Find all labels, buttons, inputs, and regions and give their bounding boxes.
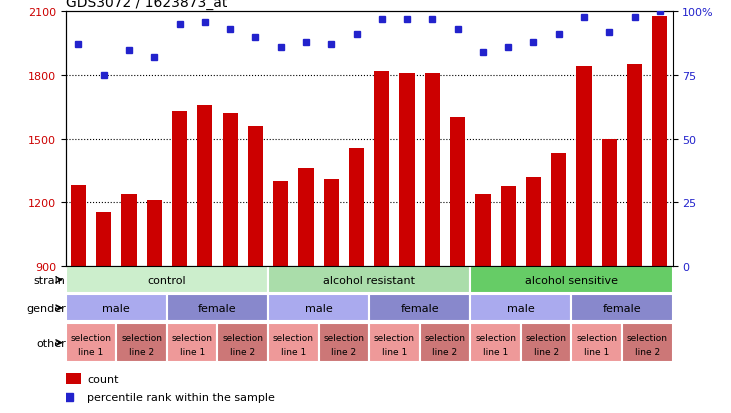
Text: line 1: line 1 [180, 347, 205, 356]
Text: line 2: line 2 [635, 347, 660, 356]
Text: other: other [36, 338, 66, 348]
Text: GDS3072 / 1623873_at: GDS3072 / 1623873_at [66, 0, 227, 10]
FancyBboxPatch shape [268, 294, 369, 322]
FancyBboxPatch shape [470, 266, 673, 294]
Text: line 2: line 2 [534, 347, 558, 356]
Text: male: male [102, 303, 130, 313]
Bar [577, 67, 591, 266]
FancyBboxPatch shape [369, 323, 420, 363]
Text: selection: selection [273, 333, 314, 342]
Text: selection: selection [172, 333, 213, 342]
Bar [71, 186, 86, 266]
Text: alcohol sensitive: alcohol sensitive [525, 275, 618, 285]
Text: selection: selection [121, 333, 162, 342]
FancyBboxPatch shape [572, 294, 673, 322]
Text: strain: strain [34, 275, 66, 285]
Text: male: male [305, 303, 333, 313]
Text: selection: selection [425, 333, 466, 342]
Text: selection: selection [222, 333, 263, 342]
Text: line 2: line 2 [331, 347, 357, 356]
Text: line 1: line 1 [78, 347, 104, 356]
Text: gender: gender [26, 303, 66, 313]
FancyBboxPatch shape [622, 323, 673, 363]
Text: selection: selection [323, 333, 364, 342]
Bar [627, 65, 643, 266]
Bar [652, 17, 667, 266]
Text: female: female [198, 303, 237, 313]
FancyBboxPatch shape [268, 266, 470, 294]
Text: line 2: line 2 [230, 347, 255, 356]
Text: selection: selection [626, 333, 667, 342]
FancyBboxPatch shape [66, 294, 167, 322]
FancyBboxPatch shape [470, 323, 520, 363]
FancyBboxPatch shape [167, 323, 218, 363]
Text: selection: selection [526, 333, 567, 342]
Bar [526, 177, 541, 266]
Text: line 1: line 1 [584, 347, 610, 356]
Text: male: male [507, 303, 534, 313]
Bar [425, 74, 440, 266]
FancyBboxPatch shape [268, 323, 319, 363]
Bar [399, 74, 414, 266]
Text: female: female [401, 303, 439, 313]
Bar [501, 187, 516, 266]
FancyBboxPatch shape [520, 323, 572, 363]
Bar [172, 112, 187, 266]
Text: line 2: line 2 [129, 347, 154, 356]
Text: line 1: line 1 [382, 347, 407, 356]
Bar [324, 179, 338, 266]
Bar [551, 154, 567, 266]
Text: count: count [87, 374, 118, 384]
FancyBboxPatch shape [470, 294, 572, 322]
FancyBboxPatch shape [572, 323, 622, 363]
FancyBboxPatch shape [319, 323, 369, 363]
Text: line 1: line 1 [281, 347, 306, 356]
Text: selection: selection [71, 333, 112, 342]
FancyBboxPatch shape [167, 294, 268, 322]
FancyBboxPatch shape [116, 323, 167, 363]
Text: selection: selection [576, 333, 617, 342]
Text: female: female [602, 303, 641, 313]
Bar [298, 169, 314, 266]
Bar [475, 194, 491, 266]
FancyBboxPatch shape [66, 323, 116, 363]
Bar [197, 105, 213, 266]
Text: line 1: line 1 [483, 347, 508, 356]
Bar [222, 114, 238, 266]
Text: control: control [148, 275, 186, 285]
Bar [450, 118, 465, 266]
Bar [349, 149, 364, 266]
Text: line 2: line 2 [433, 347, 458, 356]
Bar [96, 212, 111, 266]
FancyBboxPatch shape [218, 323, 268, 363]
Text: percentile rank within the sample: percentile rank within the sample [87, 392, 275, 401]
Text: alcohol resistant: alcohol resistant [323, 275, 415, 285]
Bar [602, 139, 617, 266]
Bar [273, 181, 288, 266]
FancyBboxPatch shape [420, 323, 470, 363]
Bar [147, 200, 162, 266]
Text: selection: selection [374, 333, 415, 342]
Bar [66, 373, 81, 384]
Bar [374, 71, 390, 266]
FancyBboxPatch shape [66, 266, 268, 294]
Bar [121, 194, 137, 266]
Bar [248, 126, 263, 266]
FancyBboxPatch shape [369, 294, 470, 322]
Text: selection: selection [475, 333, 516, 342]
